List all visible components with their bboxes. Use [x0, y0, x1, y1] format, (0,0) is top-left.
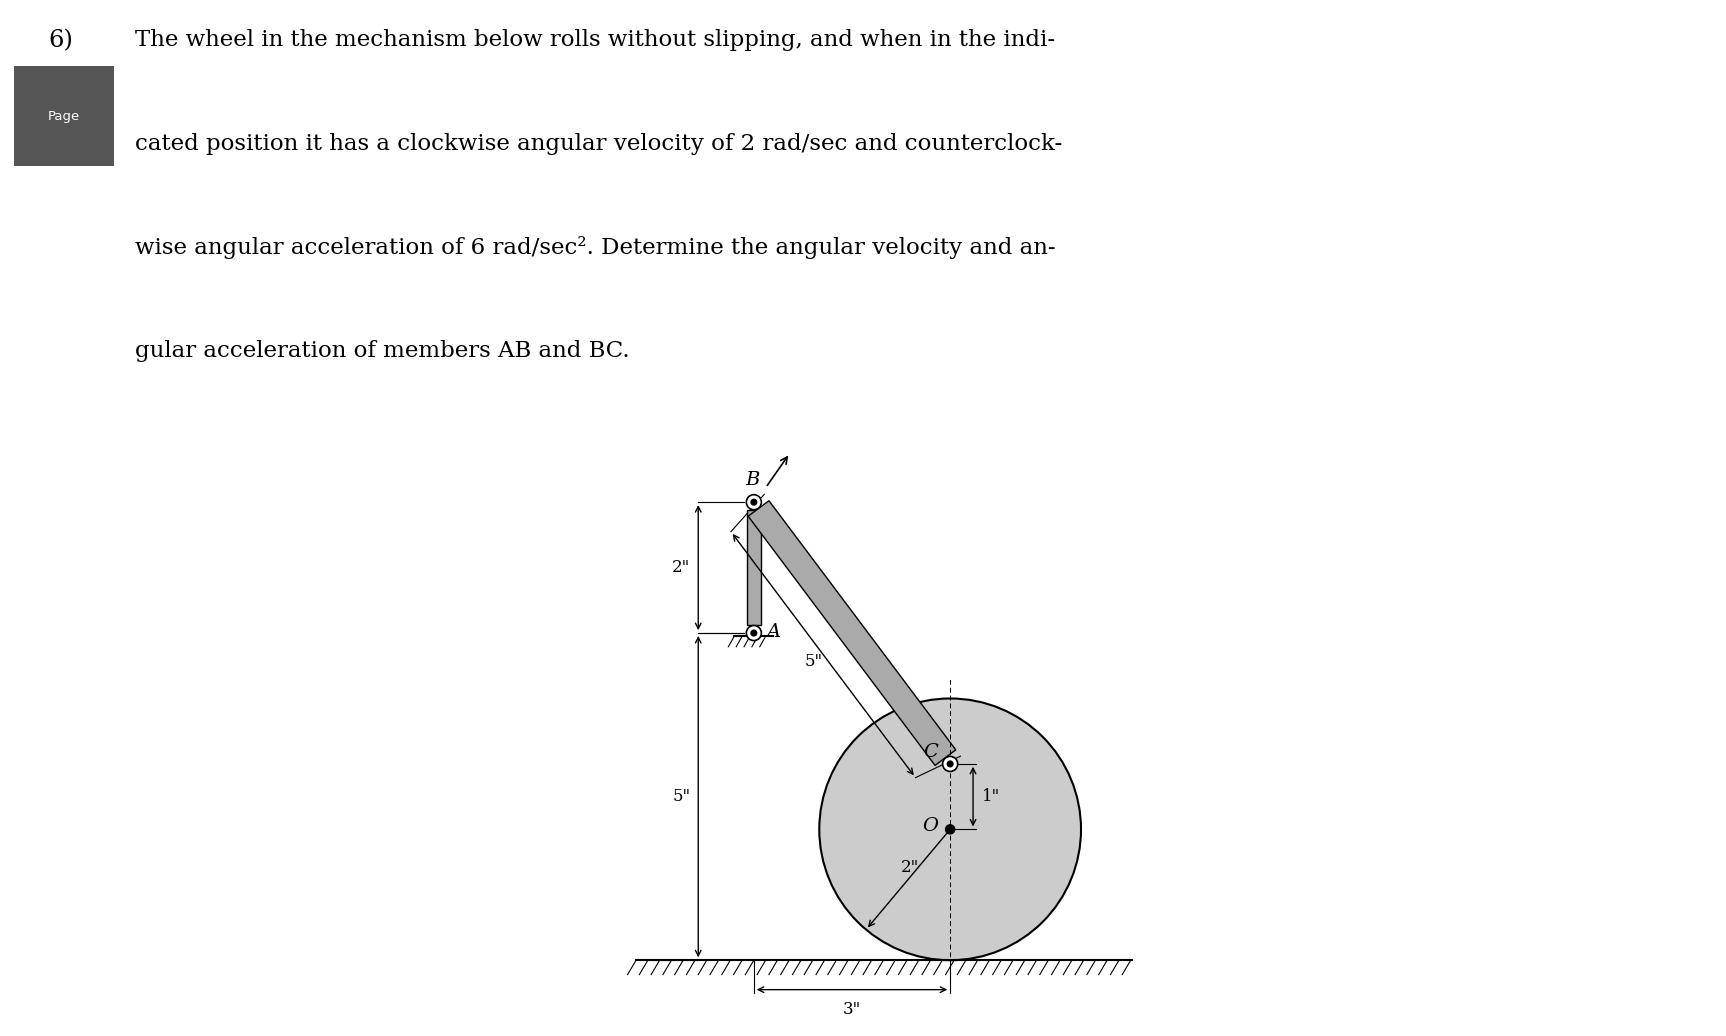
Text: 1": 1": [982, 788, 999, 805]
Text: cated position it has a clockwise angular velocity of 2 rad/sec and counterclock: cated position it has a clockwise angula…: [135, 133, 1061, 154]
Text: A: A: [766, 623, 782, 640]
Text: gular acceleration of members AB and BC.: gular acceleration of members AB and BC.: [135, 340, 630, 362]
Text: C: C: [923, 743, 939, 760]
Text: 5": 5": [804, 654, 823, 670]
Text: 3": 3": [842, 1002, 861, 1018]
Polygon shape: [747, 500, 956, 766]
Circle shape: [820, 698, 1080, 960]
Circle shape: [946, 825, 954, 834]
Circle shape: [948, 761, 953, 767]
Text: 2": 2": [901, 859, 918, 875]
FancyBboxPatch shape: [14, 66, 114, 166]
Circle shape: [751, 499, 756, 505]
Circle shape: [746, 626, 761, 640]
Text: 5": 5": [671, 788, 690, 805]
Polygon shape: [747, 510, 761, 625]
Text: wise angular acceleration of 6 rad/sec². Determine the angular velocity and an-: wise angular acceleration of 6 rad/sec².…: [135, 236, 1055, 259]
Circle shape: [751, 630, 756, 636]
Text: B: B: [746, 471, 759, 489]
Text: 6): 6): [48, 29, 72, 52]
Circle shape: [942, 756, 958, 772]
Text: The wheel in the mechanism below rolls without slipping, and when in the indi-: The wheel in the mechanism below rolls w…: [135, 29, 1055, 51]
Text: Page: Page: [48, 110, 79, 122]
Text: O: O: [922, 817, 939, 835]
Text: 2": 2": [671, 559, 690, 576]
Circle shape: [746, 494, 761, 510]
